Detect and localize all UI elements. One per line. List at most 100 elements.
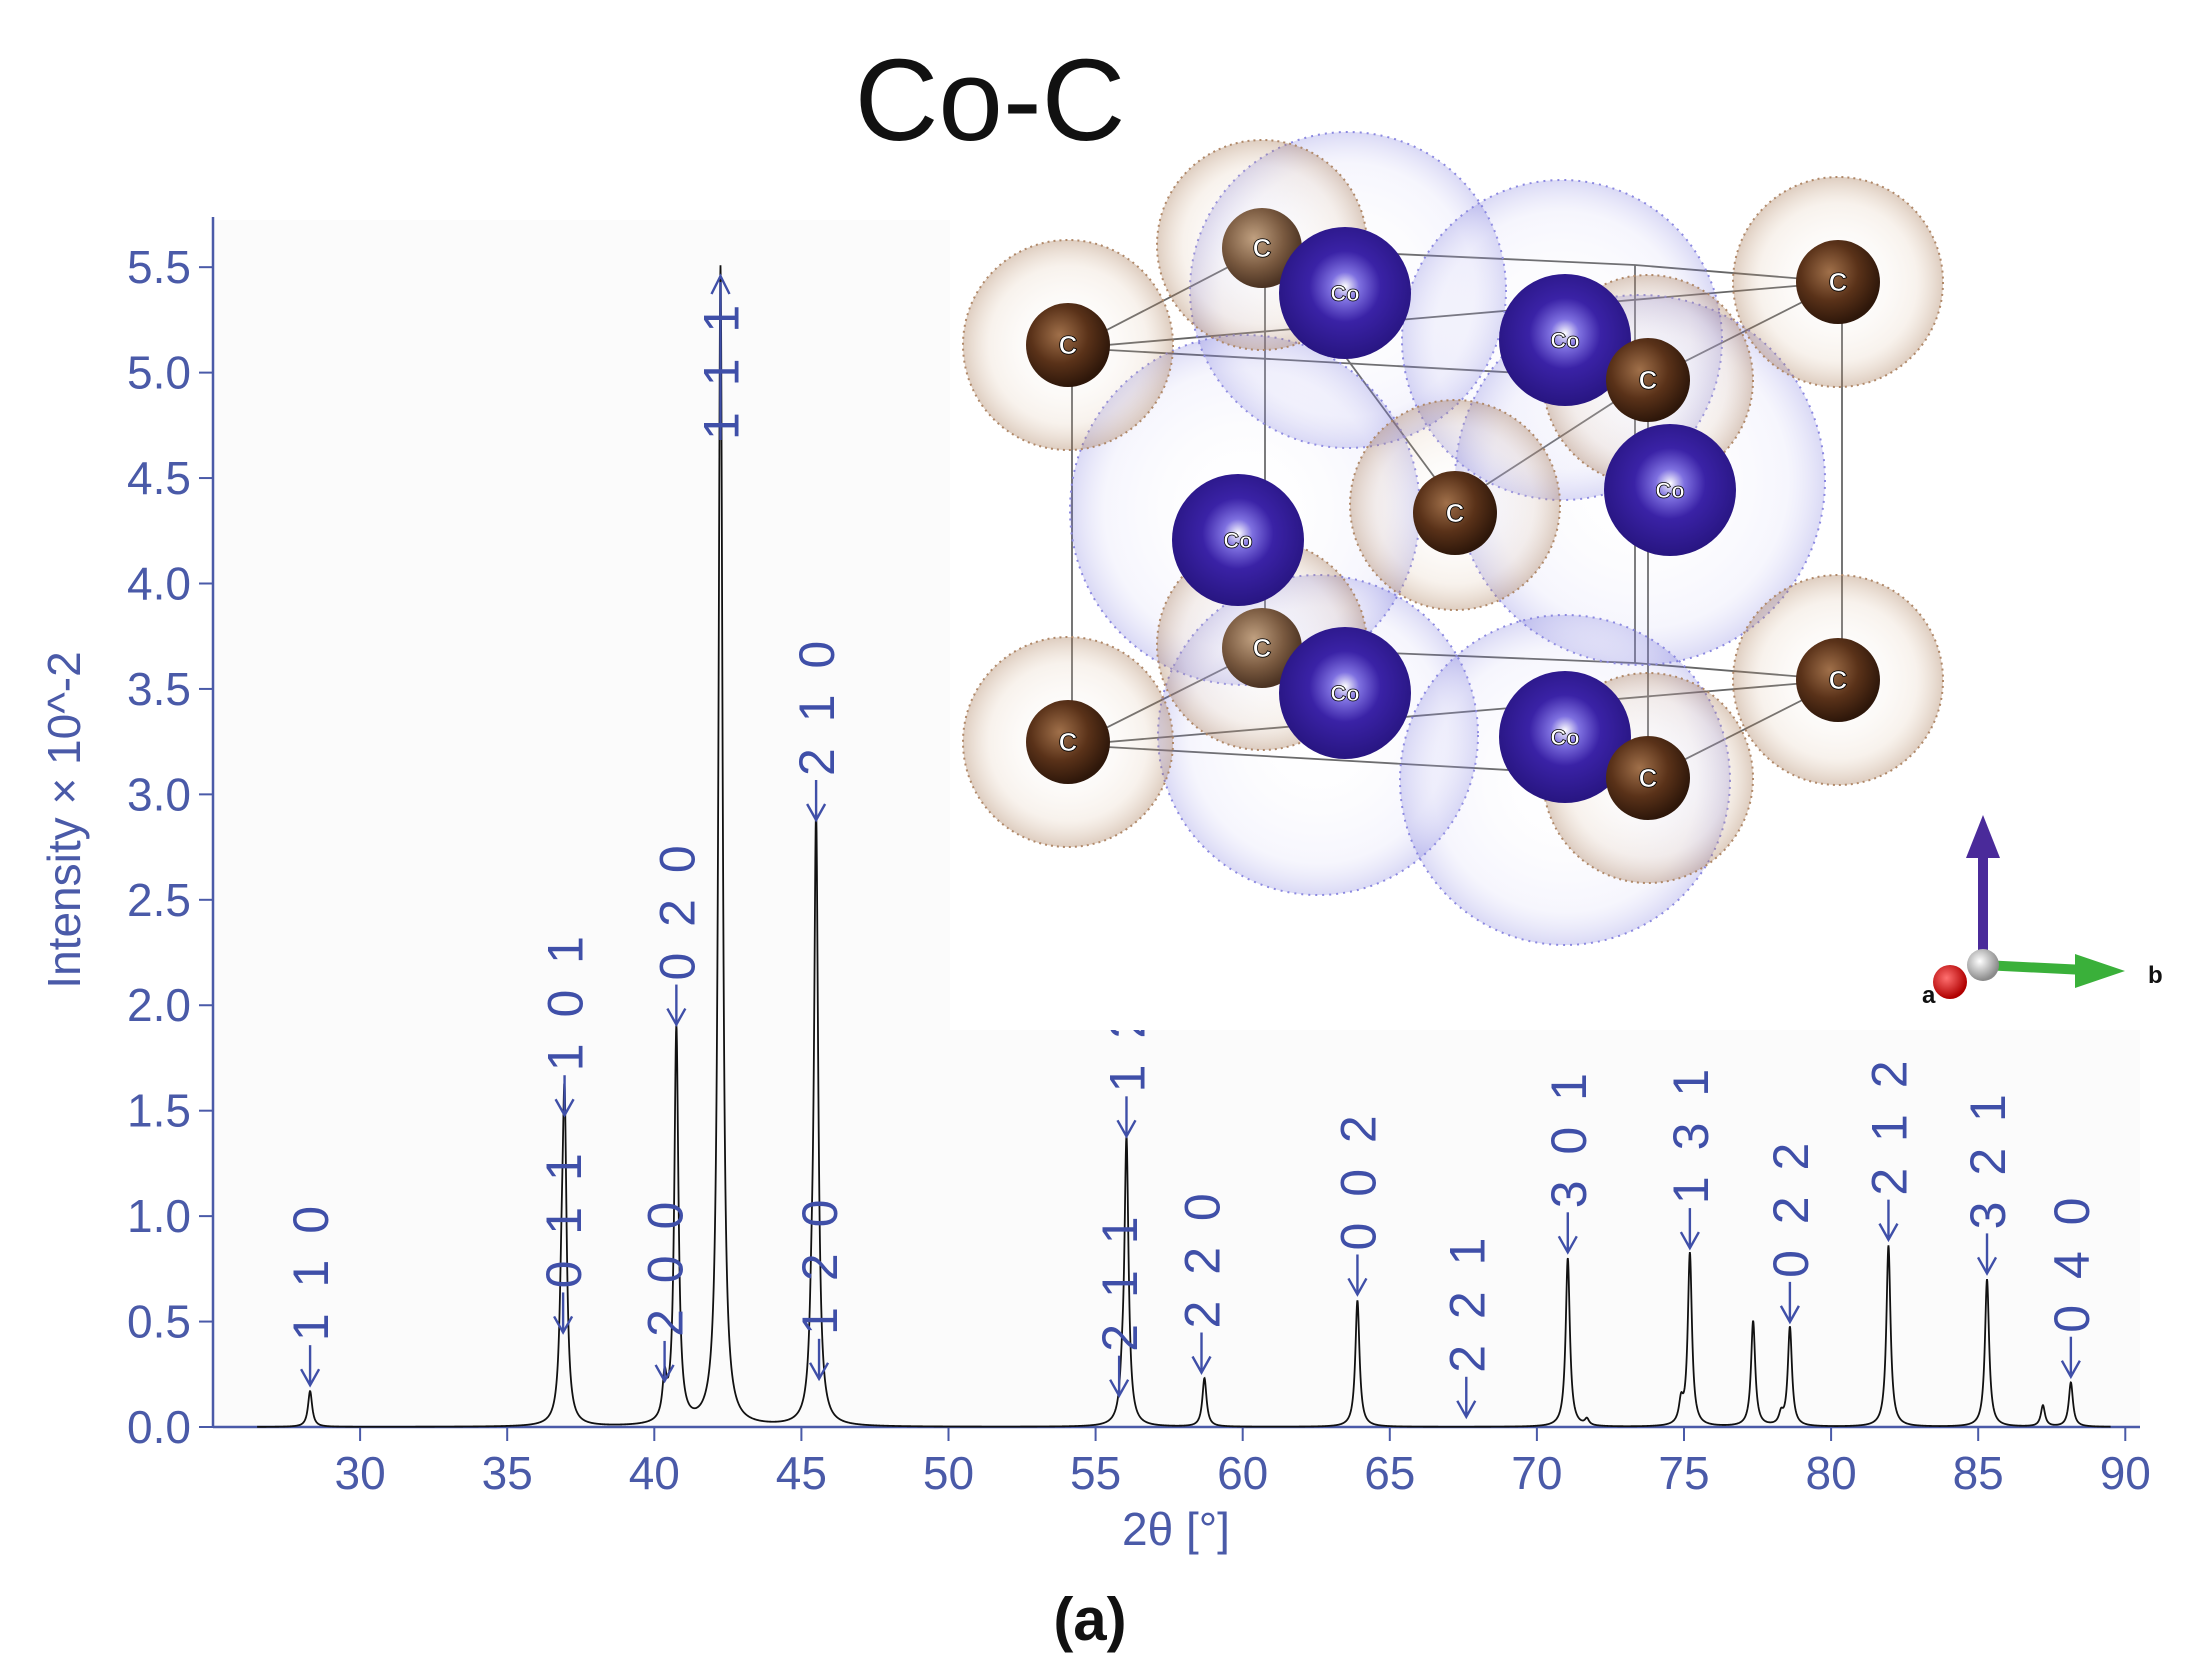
reflection-arrowhead	[1878, 1223, 1899, 1243]
y-tick-label: 2.0	[127, 979, 191, 1031]
reflection-marker: 2 1 1	[1092, 1210, 1148, 1399]
reflection-arrowhead	[300, 1368, 321, 1388]
atom-sphere	[1413, 471, 1497, 555]
x-tick-label: 40	[629, 1447, 680, 1499]
reflection-arrowhead	[806, 803, 827, 823]
y-tick-label: 0.5	[127, 1296, 191, 1348]
reflection-arrowhead	[554, 1098, 575, 1118]
reflection-marker: 2 2 1	[1439, 1232, 1495, 1420]
reflection-marker: 1 2 0	[792, 1194, 848, 1382]
x-tick-label: 85	[1953, 1447, 2004, 1499]
atom-label: C	[1446, 498, 1465, 528]
co-atom: Co	[1499, 671, 1631, 803]
y-tick-label: 0.0	[127, 1401, 191, 1453]
panel-caption: (a)	[1053, 1586, 1126, 1653]
reflection-label: 2 1 2	[1861, 1054, 1917, 1195]
reflection-label: 2 1 0	[789, 635, 845, 776]
reflection-label: 1 2 0	[792, 1194, 848, 1335]
a-axis-ball	[1933, 965, 1967, 999]
reflection-label: 2 2 1	[1439, 1232, 1495, 1373]
atom-label: C	[1639, 365, 1658, 395]
reflection-marker: 1 0 1	[538, 930, 594, 1118]
y-tick-label: 1.5	[127, 1085, 191, 1137]
reflection-label: 3 0 1	[1541, 1067, 1597, 1208]
b-axis-label: b	[2148, 962, 2163, 989]
y-tick-label: 1.0	[127, 1190, 191, 1242]
atom-sphere	[1499, 671, 1631, 803]
reflection-arrowhead	[809, 1362, 830, 1382]
y-tick-label: 5.0	[127, 347, 191, 399]
atom-label: Co	[1655, 478, 1684, 503]
atom-label: C	[1639, 763, 1658, 793]
reflection-label: 2 2 0	[1175, 1187, 1231, 1328]
x-tick-label: 70	[1511, 1447, 1562, 1499]
atom-sphere	[1026, 303, 1110, 387]
atom-label: C	[1253, 233, 1272, 263]
x-tick-label: 50	[923, 1447, 974, 1499]
co-atom: Co	[1172, 474, 1304, 606]
reflection-marker: 0 4 0	[2044, 1191, 2100, 1380]
c-atom: C	[1222, 608, 1302, 688]
reflection-arrowhead	[1109, 1379, 1130, 1399]
reflection-arrowhead	[2060, 1360, 2081, 1380]
c-atom: C	[1606, 736, 1690, 820]
reflection-arrowhead	[1679, 1231, 1700, 1251]
reflection-marker: 0 1 1	[536, 1147, 592, 1335]
atom-sphere	[1604, 424, 1736, 556]
x-tick-label: 80	[1806, 1447, 1857, 1499]
x-tick-label: 65	[1364, 1447, 1415, 1499]
reflection-arrowhead	[1456, 1400, 1477, 1420]
x-tick-label: 45	[776, 1447, 827, 1499]
c-atom: C	[1606, 338, 1690, 422]
atom-sphere	[1796, 240, 1880, 324]
atom-label: Co	[1550, 328, 1579, 353]
y-tick-label: 5.5	[127, 241, 191, 293]
origin-ball	[1967, 949, 1999, 981]
reflection-arrowhead	[553, 1315, 574, 1335]
reflection-label: 1 3 1	[1663, 1063, 1719, 1204]
reflection-marker: 1 1 0	[283, 1200, 339, 1388]
reflection-arrowhead	[654, 1364, 675, 1384]
atom-label: Co	[1550, 725, 1579, 750]
a-axis-label: a	[1922, 982, 1936, 1009]
y-axis-title: Intensity × 10^-2	[38, 651, 90, 988]
x-tick-label: 35	[482, 1447, 533, 1499]
y-tick-label: 3.0	[127, 768, 191, 820]
atom-label: C	[1253, 633, 1272, 663]
reflection-label: 1 1 1	[693, 299, 749, 440]
atom-label: C	[1059, 330, 1078, 360]
reflection-label: 3 2 1	[1960, 1088, 2016, 1229]
reflection-label: 0 4 0	[2044, 1191, 2100, 1332]
atom-sphere	[1172, 474, 1304, 606]
y-tick-label: 4.5	[127, 452, 191, 504]
c-axis-arrowhead	[1966, 815, 2000, 858]
c-atom: C	[1413, 471, 1497, 555]
reflection-arrowhead	[1779, 1305, 1800, 1325]
reflection-marker: 2 1 2	[1861, 1054, 1917, 1243]
atom-sphere	[1606, 338, 1690, 422]
reflection-arrowhead	[1116, 1119, 1137, 1139]
reflection-marker: 3 0 1	[1541, 1067, 1597, 1255]
c-atom: C	[1222, 208, 1302, 288]
reflection-marker: 0 2 0	[649, 839, 705, 1027]
reflection-marker: 1 3 1	[1663, 1063, 1719, 1251]
x-tick-label: 75	[1658, 1447, 1709, 1499]
x-tick-label: 60	[1217, 1447, 1268, 1499]
y-tick-label: 3.5	[127, 663, 191, 715]
reflection-arrowhead	[1191, 1355, 1212, 1375]
reflection-label: 2 0 0	[638, 1196, 694, 1337]
reflection-arrowhead	[710, 273, 731, 295]
reflection-label: 0 1 1	[536, 1147, 592, 1288]
reflection-arrowhead	[1976, 1256, 1998, 1276]
x-tick-label: 55	[1070, 1447, 1121, 1499]
c-atom: C	[1026, 700, 1110, 784]
co-atom: Co	[1499, 274, 1631, 406]
x-tick-label: 90	[2100, 1447, 2151, 1499]
reflection-label: 0 0 2	[1330, 1109, 1386, 1250]
reflection-arrowhead	[666, 1007, 687, 1027]
reflection-marker: 2 0 0	[638, 1196, 694, 1384]
reflection-label: 1 0 1	[538, 930, 594, 1071]
reflection-marker: 0 2 2	[1763, 1137, 1819, 1325]
